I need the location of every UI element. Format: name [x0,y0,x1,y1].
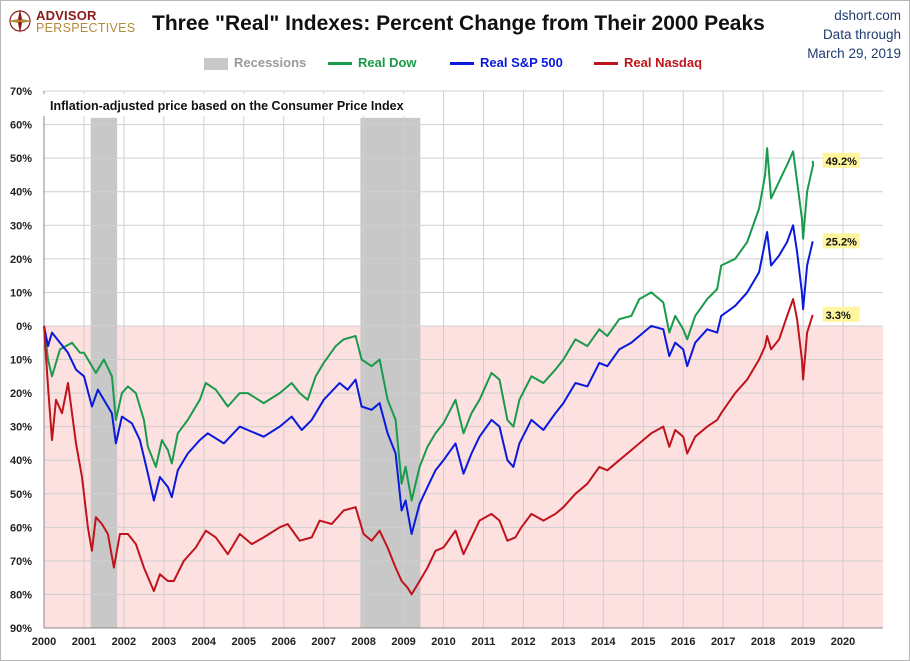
legend-real-sp500-label: Real S&P 500 [480,55,563,70]
y-tick-label: 70% [10,556,32,568]
legend-real-dow: Real Dow [328,55,417,70]
x-tick-label: 2004 [192,636,217,648]
y-tick-label: 40% [10,455,32,467]
legend-real-nasdaq: Real Nasdaq [594,55,702,70]
legend-real-dow-label: Real Dow [358,55,417,70]
x-tick-label: 2003 [152,636,176,648]
recession-band-1 [90,117,118,628]
series-line-real-dow [43,147,815,502]
negative-region-fill [44,325,883,628]
y-tick-label: 10% [10,355,32,367]
y-tick-label: 90% [10,623,32,635]
source-block: dshort.com Data through March 29, 2019 [807,6,901,63]
x-tick-label: 2009 [391,636,415,648]
series-line-real-nasdaq [43,298,814,596]
x-tick-label: 2018 [751,636,775,648]
source-data-through: Data through [822,27,901,42]
y-tick-label: 50% [10,489,32,501]
x-tick-label: 2019 [791,636,815,648]
x-tick-label: 2002 [112,636,136,648]
advisor-perspectives-logo: ADVISOR PERSPECTIVES [7,7,147,37]
x-tick-label: 2012 [511,636,535,648]
axes: 70% 60% 50% 40% 30% 20% 10% 0% 10% 20% 30% 40% 50% 60… [10,86,883,648]
y-tick-label: 20% [10,388,32,400]
chart-title: Three "Real" Indexes: Percent Change fro… [152,12,765,35]
legend-real-sp500: Real S&P 500 [450,55,563,70]
end-label-box-real-sp500 [822,233,860,249]
x-tick-label: 2013 [551,636,575,648]
logo-line2: PERSPECTIVES [36,21,136,35]
legend-real-nasdaq-label: Real Nasdaq [624,55,703,70]
y-tick-label: 0% [16,321,32,333]
x-tick-label: 2008 [351,636,375,648]
x-tick-label: 2017 [711,636,735,648]
legend-recessions-swatch [204,57,228,70]
recession-band-2 [360,117,421,628]
x-tick-label: 2006 [271,636,295,648]
source-date: March 29, 2019 [807,46,901,61]
y-tick-label: 80% [10,589,32,601]
x-tick-label: 2016 [671,636,695,648]
legend-real-nasdaq-swatch [594,62,618,66]
x-tick-label: 2010 [431,636,455,648]
y-tick-label: 20% [10,254,32,266]
y-tick-label: 30% [10,220,32,232]
annotation-box [43,94,423,116]
x-tick-label: 2020 [831,636,855,648]
x-tick-label: 2001 [72,636,96,648]
end-labels: 49.2% 25.2% 3.3% [822,152,860,322]
y-tick-label: 10% [10,287,32,299]
x-tick-label: 2014 [591,636,616,648]
end-label-box-real-nasdaq [822,306,860,322]
end-label-box-real-dow [822,152,860,168]
end-label-real-dow: 49.2% [826,156,857,168]
x-tick-label: 2000 [32,636,56,648]
x-tick-label: 2011 [472,636,496,648]
x-tick-label: 2005 [232,636,256,648]
y-tick-label: 70% [10,86,32,98]
series-lines [43,147,815,596]
annotation-text: Inflation-adjusted price based on the Co… [50,99,404,113]
x-tick-label: 2007 [311,636,335,648]
y-tick-label: 60% [10,120,32,132]
x-tick-label: 2015 [631,636,655,648]
y-tick-label: 60% [10,522,32,534]
legend-recessions: Recessions [204,55,306,70]
logo-line1: ADVISOR [36,8,97,23]
annotation: Inflation-adjusted price based on the Co… [43,94,423,116]
series-line-real-sp500 [43,224,814,535]
negative-region [44,325,883,628]
end-label-real-sp500: 25.2% [826,236,857,248]
end-label-real-nasdaq: 3.3% [826,310,851,322]
legend-recessions-label: Recessions [234,55,307,70]
y-tick-label: 50% [10,153,32,165]
compass-rose-icon [8,9,32,33]
y-tick-label: 30% [10,422,32,434]
legend-real-dow-swatch [328,62,352,66]
legend-real-sp500-swatch [450,62,474,66]
source-site: dshort.com [834,8,901,23]
y-tick-label: 40% [10,187,32,199]
